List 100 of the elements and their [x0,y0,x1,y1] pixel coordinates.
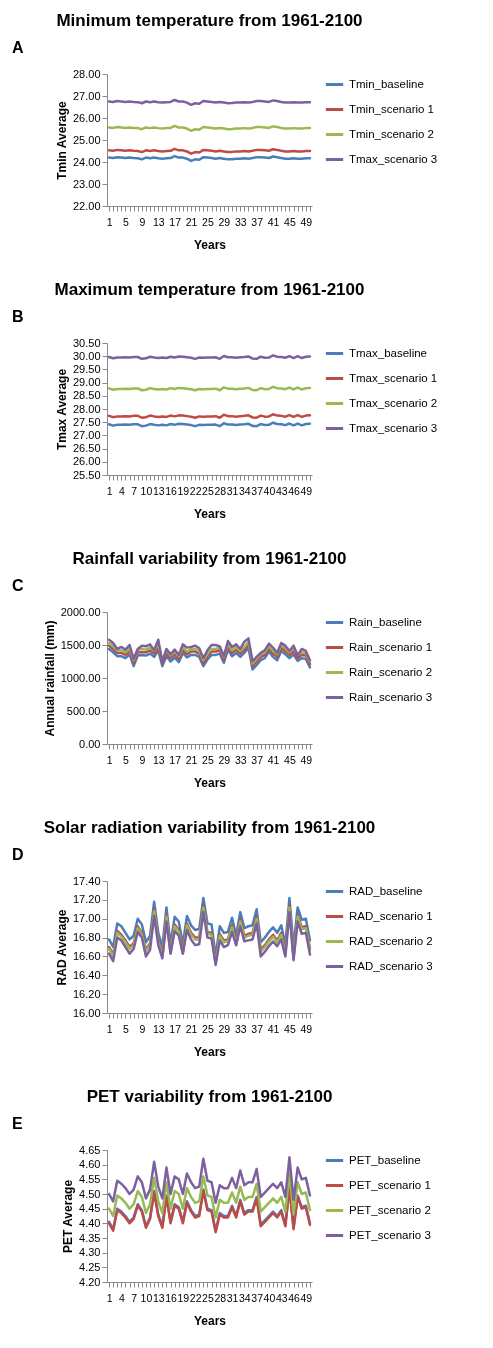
y-tick-label: 4.65 [79,1143,101,1156]
x-tick-label: 5 [123,1022,130,1035]
legend-label: PET_baseline [349,1153,421,1166]
y-tick-label: 27.50 [72,415,101,428]
chart-title: Rainfall variability from 1961-2100 [72,549,347,568]
legend-label: RAD_baseline [349,884,423,897]
y-tick-label: 4.40 [79,1216,101,1229]
y-tick-label: 25.50 [72,468,101,481]
y-tick-label: 16.60 [72,949,101,962]
x-tick-label: 5 [123,215,130,228]
legend-label: Tmin_scenario 1 [349,102,435,115]
x-tick-label: 25 [202,484,214,497]
y-tick-label: 1500.00 [60,638,101,651]
legend-label: Rain_baseline [349,615,422,628]
legend-label: RAD_scenario 2 [349,934,433,947]
x-axis-title: Years [193,238,227,252]
y-tick-label: 4.20 [79,1275,101,1288]
x-tick-label: 49 [300,753,313,766]
x-tick-label: 10 [140,1291,153,1304]
x-tick-label: 41 [267,753,280,766]
x-tick-label: 45 [284,1022,296,1035]
x-tick-label: 31 [226,484,239,497]
x-tick-label: 22 [189,484,202,497]
y-tick-label: 0.00 [79,737,101,750]
y-tick-label: 16.20 [72,987,101,1000]
y-tick-label: 29.00 [72,376,101,389]
legend-label: Tmax_scenario 3 [349,421,438,434]
x-tick-label: 9 [139,753,146,766]
chart-title: Minimum temperature from 1961-2100 [56,11,363,30]
y-tick-label: 27.00 [72,428,101,441]
x-tick-label: 49 [300,1291,313,1304]
x-tick-label: 40 [263,1291,276,1304]
legend-label: Rain_scenario 1 [349,640,433,653]
x-tick-label: 25 [202,753,214,766]
x-tick-label: 46 [288,484,301,497]
x-tick-label: 25 [202,1291,214,1304]
legend-label: Tmin_scenario 2 [349,127,435,140]
x-tick-label: 49 [300,1022,313,1035]
y-tick-label: 29.50 [72,362,101,375]
x-tick-label: 25 [202,1022,214,1035]
y-tick-label: 26.50 [72,442,101,455]
x-tick-label: 1 [106,753,113,766]
chart-title: PET variability from 1961-2100 [86,1087,333,1106]
x-tick-label: 29 [218,753,231,766]
x-tick-label: 19 [177,1291,190,1304]
x-tick-label: 33 [234,753,247,766]
x-tick-label: 13 [152,1291,165,1304]
y-axis-title: RAD Average [54,909,69,986]
y-axis-title: PET Average [61,1179,76,1254]
y-tick-label: 500.00 [66,704,101,717]
x-tick-label: 10 [140,484,153,497]
x-tick-label: 37 [251,215,264,228]
x-tick-label: 13 [152,484,165,497]
y-tick-label: 26.00 [72,111,101,124]
y-tick-label: 24.00 [72,155,101,168]
y-axis-title: Tmax Average [54,368,69,451]
y-tick-label: 4.45 [79,1202,101,1215]
x-tick-label: 37 [251,1291,264,1304]
x-tick-label: 29 [218,215,231,228]
x-tick-label: 49 [300,484,313,497]
x-tick-label: 45 [284,753,296,766]
x-tick-label: 21 [185,215,198,228]
chart-title: Maximum temperature from 1961-2100 [54,280,365,299]
x-tick-label: 43 [275,484,288,497]
y-tick-label: 2000.00 [60,605,101,618]
x-tick-label: 31 [226,1291,239,1304]
x-tick-label: 7 [131,1291,138,1304]
y-tick-label: 16.40 [72,968,101,981]
x-tick-label: 40 [263,484,276,497]
x-tick-label: 25 [202,215,214,228]
y-tick-label: 28.00 [72,67,101,80]
x-tick-label: 1 [106,484,113,497]
y-tick-label: 26.00 [72,455,101,468]
x-tick-label: 1 [106,215,113,228]
x-tick-label: 37 [251,484,264,497]
legend-label: Tmax_scenario 1 [349,371,438,384]
x-tick-label: 4 [118,1291,125,1304]
x-tick-label: 46 [288,1291,301,1304]
y-tick-label: 22.00 [72,199,101,212]
y-tick-label: 17.00 [72,912,101,925]
legend-label: Rain_scenario 3 [349,690,433,703]
x-tick-label: 1 [106,1022,113,1035]
legend-label: Tmax_baseline [349,346,427,359]
x-axis-title: Years [193,1314,227,1328]
y-axis-title: Annual rainfall (mm) [42,620,57,737]
x-tick-label: 17 [169,215,182,228]
x-tick-label: 7 [131,484,138,497]
x-tick-label: 4 [118,484,125,497]
x-tick-label: 19 [177,484,190,497]
legend-label: Rain_scenario 2 [349,665,433,678]
x-tick-label: 21 [185,1022,198,1035]
y-tick-label: 4.30 [79,1246,101,1259]
y-axis-title: Tmin Average [54,100,69,180]
x-tick-label: 16 [165,484,178,497]
legend-label: PET_scenario 1 [349,1178,431,1191]
x-tick-label: 34 [239,484,251,497]
x-tick-label: 5 [123,753,130,766]
x-tick-label: 43 [275,1291,288,1304]
y-tick-label: 16.80 [72,931,101,944]
legend-label: PET_scenario 3 [349,1228,431,1241]
